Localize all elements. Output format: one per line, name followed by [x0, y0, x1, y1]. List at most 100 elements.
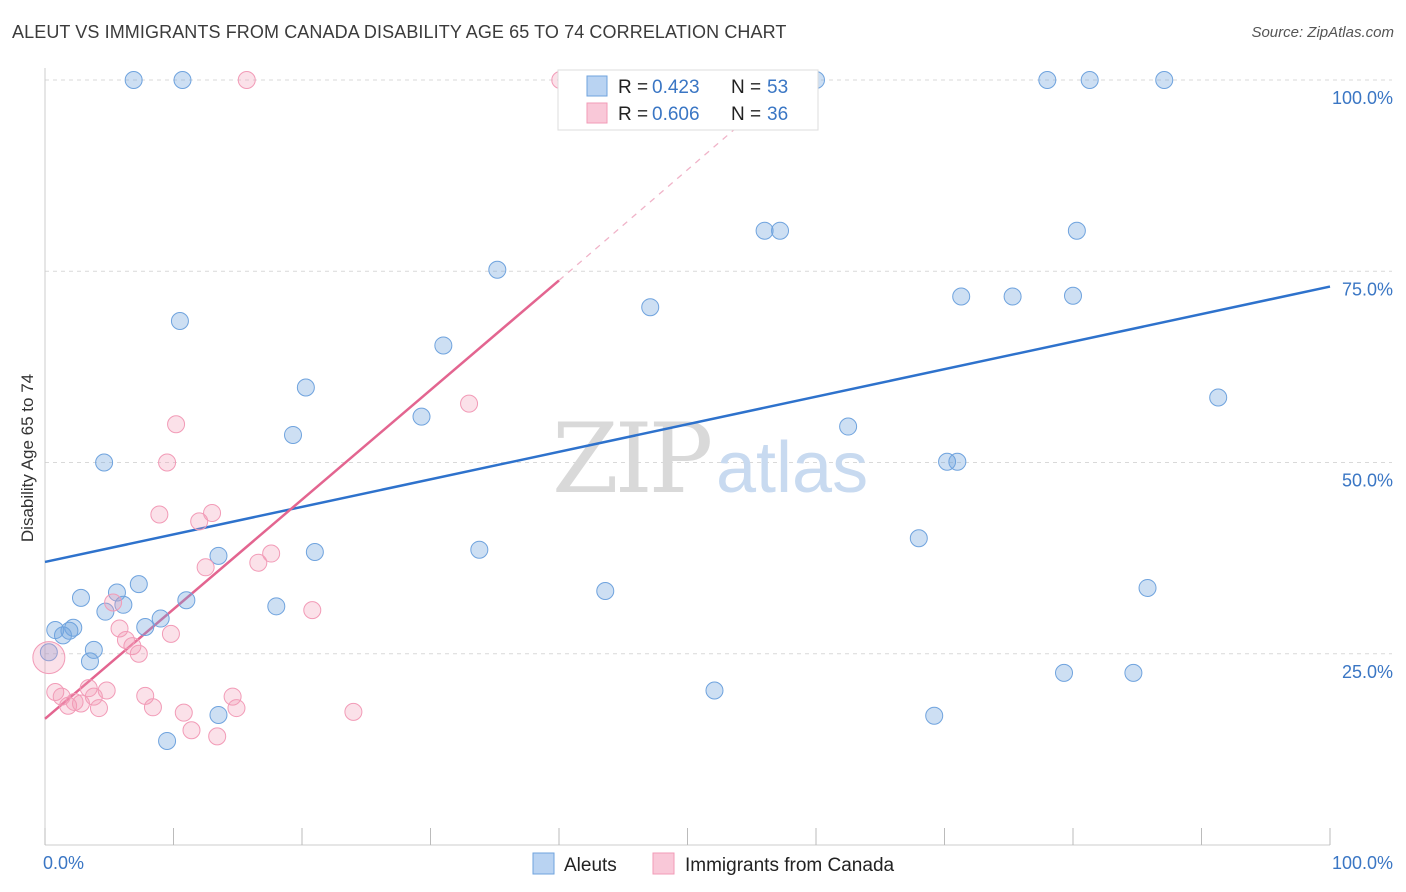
x-tick-labels: 0.0% 100.0%	[43, 853, 1393, 873]
canada-point	[196, 558, 215, 577]
canada-point	[46, 683, 65, 701]
aleut-point	[1124, 663, 1143, 682]
legend-swatch-canada	[652, 852, 675, 875]
aleut-point	[412, 407, 431, 426]
aleut-point	[84, 640, 103, 659]
canada-point	[460, 394, 479, 413]
canada-point	[89, 699, 108, 718]
correlation-legend: R = 0.423 N = 53 R = 0.606 N = 36	[557, 69, 819, 131]
aleut-point	[641, 298, 660, 317]
aleut-point	[470, 540, 489, 559]
legend-n-value-2: 36	[767, 104, 788, 125]
aleut-point	[296, 378, 315, 397]
aleut-point	[95, 453, 114, 472]
canada-point	[150, 505, 169, 524]
aleut-point	[1209, 388, 1228, 407]
x-tick-label: 0.0%	[43, 853, 84, 873]
aleut-point	[177, 591, 196, 610]
aleut-point	[170, 311, 189, 330]
canada-point	[262, 544, 281, 563]
canada-point	[174, 703, 193, 722]
aleut-point	[80, 652, 99, 671]
canada-point	[344, 702, 363, 721]
aleut-point	[909, 529, 928, 548]
aleut-point	[209, 546, 228, 565]
canada-point	[161, 624, 180, 643]
y-tick-label: 75.0%	[1342, 279, 1393, 299]
canada-point	[123, 637, 142, 656]
canada-point	[79, 679, 98, 698]
aleut-point	[1155, 71, 1174, 89]
aleut-point	[952, 287, 971, 306]
x-tick-label: 100.0%	[1332, 853, 1393, 873]
y-tick-label: 25.0%	[1342, 662, 1393, 682]
aleut-point	[129, 575, 148, 594]
aleut-point	[705, 681, 724, 700]
aleut-point	[124, 71, 143, 89]
aleut-point	[938, 452, 957, 471]
legend-label-canada: Immigrants from Canada	[685, 855, 895, 876]
aleut-point	[136, 617, 155, 636]
legend-r-value-1: 0.423	[652, 77, 700, 98]
canada-point	[129, 644, 148, 663]
legend-n-value-1: 53	[767, 77, 788, 98]
aleut-point	[1138, 578, 1157, 597]
aleut-point	[839, 417, 858, 436]
legend-swatch-aleuts	[532, 852, 555, 875]
aleut-point	[173, 71, 192, 89]
aleut-point	[1080, 71, 1099, 89]
aleut-point	[64, 618, 83, 637]
grid-lines	[45, 79, 1392, 655]
source-credit: Source: ZipAtlas.com	[1251, 24, 1394, 41]
canada-point	[167, 415, 186, 434]
legend-r-value-2: 0.606	[652, 104, 700, 125]
aleut-point	[488, 260, 507, 279]
canada-point	[227, 699, 246, 718]
aleut-point	[948, 452, 967, 471]
aleut-point	[596, 582, 615, 601]
aleut-point	[925, 706, 944, 725]
watermark-zip: ZIP	[552, 403, 711, 515]
aleut-point	[1055, 663, 1074, 682]
aleut-point	[209, 705, 228, 724]
watermark-atlas: atlas	[716, 428, 868, 508]
canada-point	[303, 601, 322, 620]
canada-point	[158, 453, 177, 472]
legend-r-label-1: R =	[618, 77, 648, 98]
legend-swatch-blue	[586, 75, 608, 97]
axes	[44, 68, 1331, 846]
canada-trend-extension	[558, 113, 753, 281]
canada-point	[97, 681, 116, 700]
legend-r-label-2: R =	[618, 104, 648, 125]
canada-point	[182, 721, 201, 740]
aleut-trend-line	[44, 285, 1331, 564]
aleut-point	[1067, 221, 1086, 240]
canada-point	[203, 503, 222, 522]
aleut-point	[755, 221, 774, 240]
aleut-point	[71, 588, 90, 607]
canada-point	[223, 687, 242, 706]
legend-n-label-2: N =	[731, 104, 761, 125]
aleut-point	[1064, 286, 1082, 305]
aleut-point	[53, 626, 72, 645]
aleut-point	[39, 643, 58, 662]
aleut-point	[284, 425, 303, 444]
canada-point	[208, 727, 227, 746]
y-tick-labels: 100.0% 75.0% 50.0% 25.0%	[1332, 88, 1393, 682]
aleut-point	[158, 731, 177, 750]
chart-title: ALEUT VS IMMIGRANTS FROM CANADA DISABILI…	[12, 22, 787, 42]
aleut-point	[434, 336, 453, 355]
trend-lines	[44, 113, 1331, 720]
canada-point	[65, 692, 84, 711]
legend-n-label-1: N =	[731, 77, 761, 98]
canada-point	[104, 593, 123, 612]
canada-point	[143, 698, 162, 717]
legend-label-aleuts: Aleuts	[564, 855, 617, 876]
canada-trend-line	[44, 279, 560, 720]
canada-point	[249, 553, 268, 572]
watermark: ZIP atlas	[552, 403, 868, 515]
aleut-point	[1038, 71, 1057, 89]
y-axis-title: Disability Age 65 to 74	[18, 374, 37, 542]
aleut-point	[96, 602, 115, 621]
